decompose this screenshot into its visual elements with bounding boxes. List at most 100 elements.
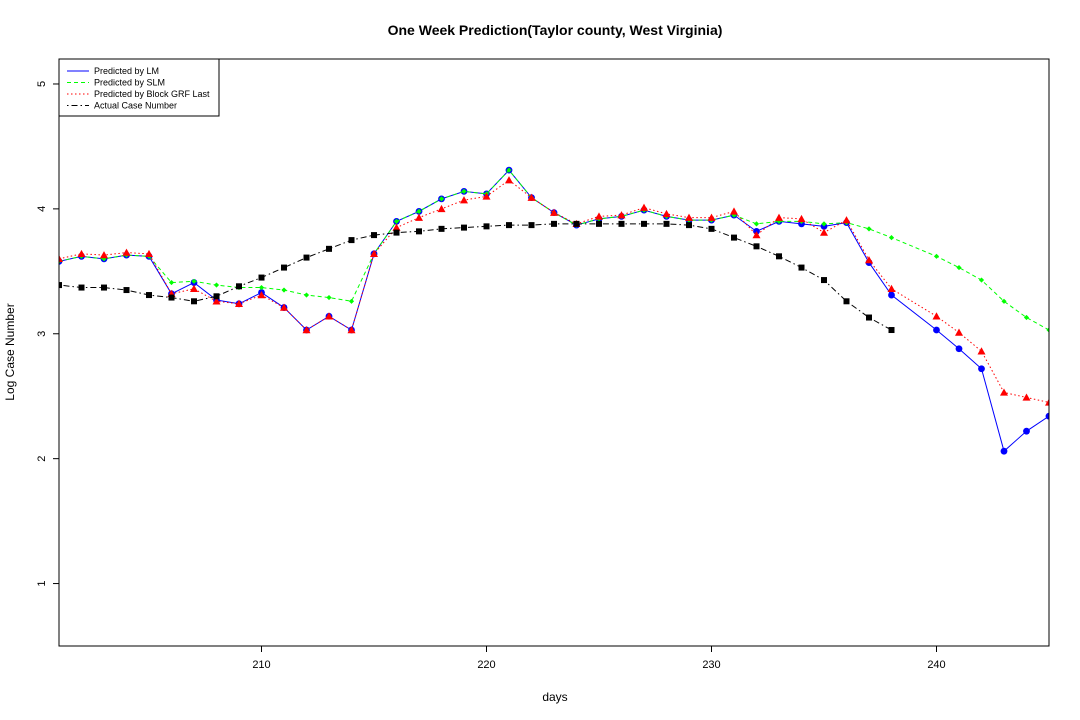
data-point	[977, 347, 986, 355]
x-tick-label: 210	[252, 659, 270, 671]
data-point	[392, 223, 401, 231]
data-point	[191, 278, 197, 284]
data-point	[303, 254, 310, 261]
data-point	[821, 221, 827, 227]
data-point	[1023, 314, 1030, 321]
data-point	[437, 204, 446, 213]
data-point	[326, 245, 332, 252]
data-point	[933, 326, 940, 334]
data-point	[212, 297, 221, 305]
data-point	[596, 220, 602, 227]
data-point	[281, 287, 287, 293]
data-point	[191, 298, 197, 305]
data-point	[662, 209, 671, 218]
data-point	[348, 237, 355, 244]
legend-entry: Predicted by LM	[94, 66, 159, 76]
chart-title: One Week Prediction(Taylor county, West …	[388, 22, 723, 38]
data-point	[1046, 327, 1049, 333]
data-point	[527, 193, 536, 201]
data-point	[640, 203, 648, 211]
series-line-3	[59, 223, 892, 331]
data-point	[506, 222, 512, 229]
data-point	[1001, 298, 1007, 304]
data-point	[506, 167, 512, 173]
data-point	[641, 220, 647, 227]
data-point	[1000, 447, 1008, 455]
data-point	[888, 327, 895, 334]
data-point	[393, 229, 400, 236]
series-3	[59, 220, 895, 334]
data-point	[821, 277, 827, 284]
data-point	[1000, 388, 1008, 396]
data-point	[348, 298, 355, 304]
data-point	[438, 225, 445, 232]
x-tick-label: 230	[702, 659, 720, 671]
data-point	[145, 249, 153, 258]
data-point	[326, 294, 332, 301]
data-point	[190, 284, 198, 293]
data-point	[573, 220, 580, 227]
data-point	[888, 291, 895, 299]
data-point	[347, 326, 356, 334]
data-point	[460, 196, 468, 204]
data-point	[707, 213, 716, 221]
data-point	[438, 196, 445, 202]
data-point	[482, 192, 491, 200]
legend-entry: Predicted by Block GRF Last	[94, 89, 210, 99]
legend-entry: Predicted by SLM	[94, 78, 165, 88]
data-point	[888, 234, 895, 241]
data-point	[956, 264, 962, 271]
series-1	[59, 167, 1049, 333]
data-point	[325, 312, 333, 320]
data-point	[483, 223, 490, 230]
data-point	[866, 226, 872, 232]
data-point	[753, 221, 760, 227]
series-line-1	[59, 169, 1049, 331]
data-point	[123, 287, 130, 294]
data-point	[415, 213, 423, 221]
data-point	[281, 264, 287, 271]
data-point	[213, 293, 220, 300]
data-point	[168, 294, 175, 301]
data-point	[1022, 393, 1031, 401]
data-point	[370, 249, 378, 258]
data-point	[820, 228, 828, 236]
data-point	[595, 212, 603, 220]
y-tick-label: 1	[36, 580, 48, 586]
data-point	[393, 218, 400, 224]
data-point	[798, 264, 805, 271]
data-point	[258, 274, 265, 281]
data-point	[59, 254, 63, 263]
data-point	[618, 220, 625, 227]
data-point	[686, 222, 692, 229]
data-point	[730, 207, 738, 215]
x-tick-label: 240	[927, 659, 945, 671]
y-tick-label: 5	[36, 81, 48, 87]
data-point	[978, 365, 985, 373]
data-point	[77, 249, 86, 258]
data-point	[416, 208, 422, 214]
y-tick-label: 4	[36, 206, 48, 212]
x-tick-label: 220	[477, 659, 495, 671]
data-point	[955, 328, 963, 336]
data-point	[551, 220, 557, 227]
data-point	[101, 284, 107, 291]
data-point	[866, 314, 872, 321]
data-point	[461, 224, 467, 231]
data-point	[753, 243, 760, 250]
data-point	[371, 232, 377, 239]
data-point	[842, 216, 851, 224]
data-point	[236, 283, 242, 290]
y-axis-label: Log Case Number	[3, 303, 17, 400]
y-tick-label: 2	[36, 456, 48, 462]
data-point	[776, 253, 782, 260]
data-point	[617, 211, 626, 219]
legend-entry: Actual Case Number	[94, 101, 177, 111]
x-axis-label: days	[542, 690, 567, 704]
y-tick-label: 3	[36, 331, 48, 337]
data-point	[59, 282, 62, 289]
data-point	[280, 303, 288, 311]
data-point	[887, 284, 896, 293]
data-point	[708, 225, 715, 232]
